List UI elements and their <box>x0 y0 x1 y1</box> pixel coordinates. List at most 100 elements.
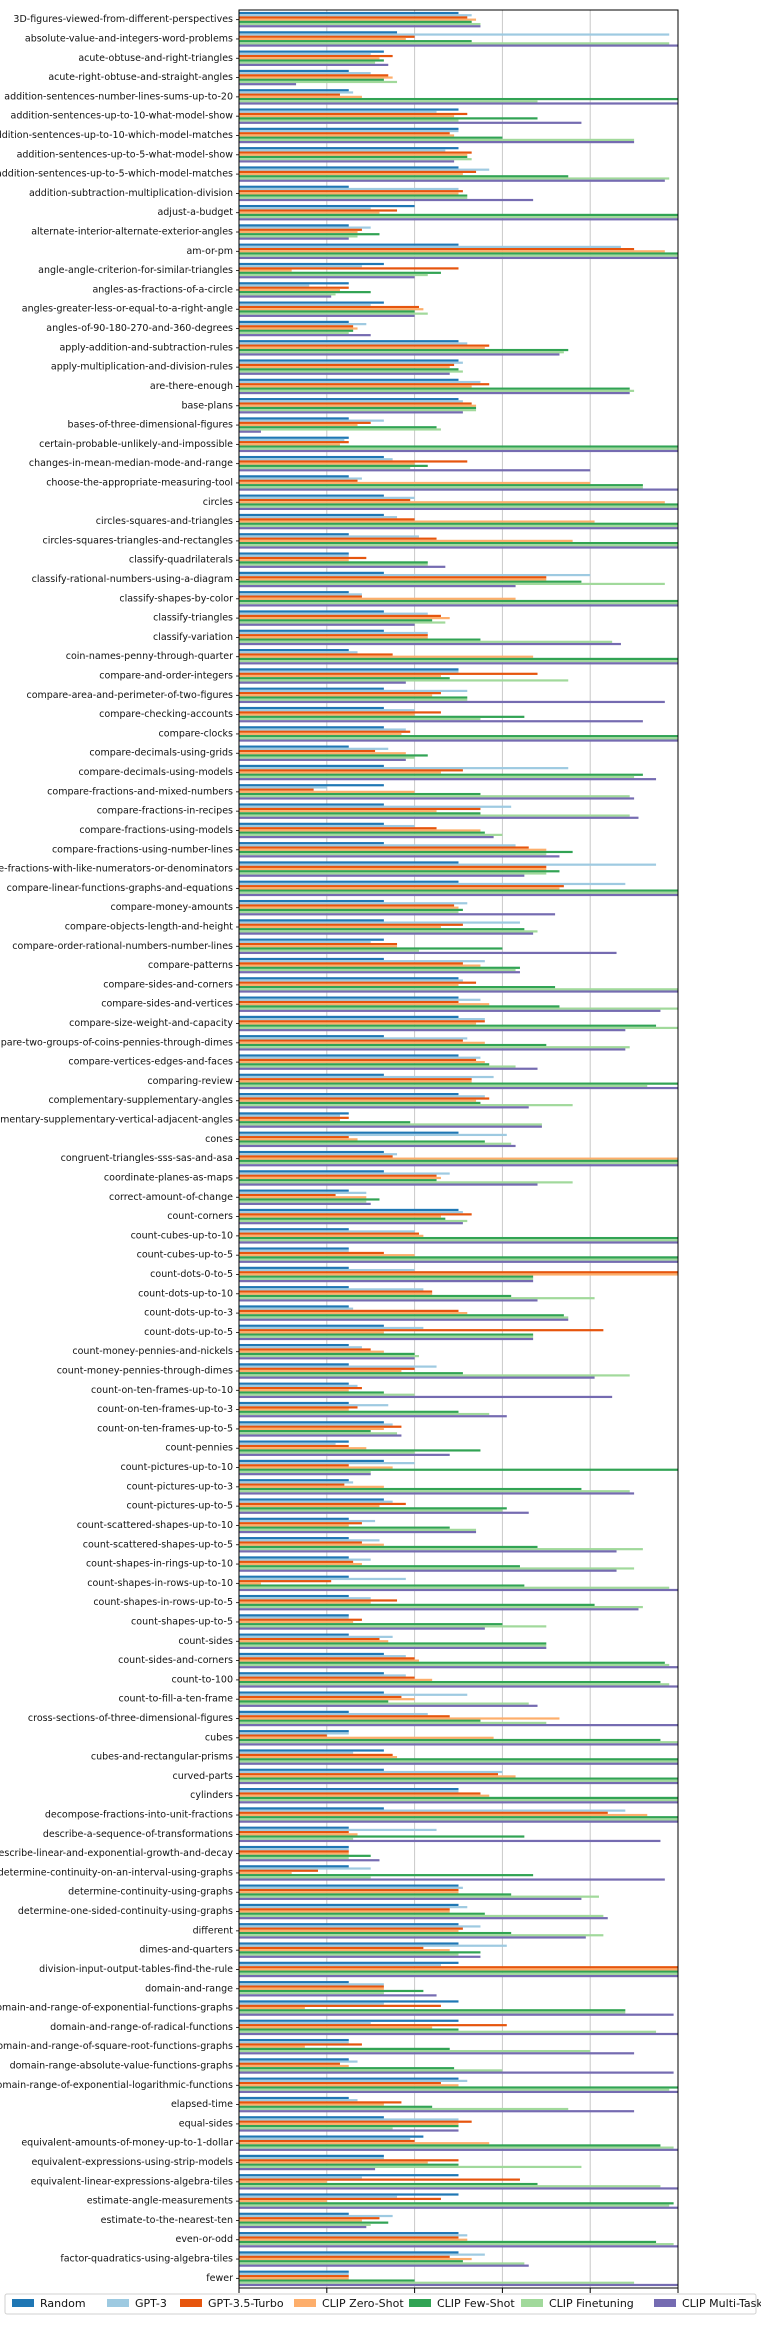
bar-21-gpt-3-5-turbo <box>239 402 472 405</box>
bar-4-clip-finetuning <box>239 80 398 84</box>
bar-82-clip-finetuning <box>239 1586 670 1589</box>
bar-78-gpt-3 <box>239 1500 393 1503</box>
bar-92-clip-zero-shot <box>239 1775 516 1778</box>
bar-33-clip-zero-shot <box>239 636 428 639</box>
bar-50-gpt-3 <box>239 960 485 963</box>
bar-25-clip-zero-shot <box>239 481 591 485</box>
bar-34-gpt-3-5-turbo <box>239 653 393 656</box>
category-label: equivalent-amounts-of-money-up-to-1-doll… <box>21 2138 233 2149</box>
bar-96-clip-zero-shot <box>239 1852 349 1855</box>
bar-34-random <box>239 648 349 652</box>
bar-108-gpt-3 <box>239 2079 468 2082</box>
bar-45-clip-few-shot <box>239 870 560 873</box>
category-label: count-shapes-in-rows-up-to-10 <box>87 1578 233 1589</box>
bar-112-clip-few-shot <box>239 2163 459 2166</box>
bar-60-random <box>239 1150 384 1154</box>
bar-101-gpt-3 <box>239 1944 507 1947</box>
bar-76-gpt-3-5-turbo <box>239 1464 349 1467</box>
legend-label: GPT-3.5-Turbo <box>208 2297 284 2310</box>
bar-88-gpt-3 <box>239 1693 468 1696</box>
bar-53-gpt-3-5-turbo <box>239 1020 485 1023</box>
bar-5-clip-finetuning <box>239 100 538 103</box>
bar-87-clip-few-shot <box>239 1680 661 1684</box>
category-label: cubes <box>205 1732 233 1743</box>
bar-42-random <box>239 803 384 806</box>
bar-46-clip-few-shot <box>239 889 678 892</box>
bar-117-clip-finetuning <box>239 2262 525 2265</box>
bar-105-gpt-3-5-turbo <box>239 2024 507 2027</box>
category-label: count-sides <box>178 1636 233 1647</box>
bar-46-clip-multi-task <box>239 893 678 897</box>
bar-52-clip-few-shot <box>239 1005 560 1008</box>
bar-40-gpt-3-5-turbo <box>239 769 463 772</box>
bar-12-gpt-3-5-turbo <box>239 228 362 231</box>
legend-swatch-clip-finetuning <box>521 2299 543 2307</box>
bar-17-clip-few-shot <box>239 329 354 332</box>
bar-51-random <box>239 977 459 980</box>
bar-83-gpt-3 <box>239 1597 371 1600</box>
bar-60-gpt-3-5-turbo <box>239 1155 393 1158</box>
bar-22-random <box>239 417 349 420</box>
bar-97-clip-zero-shot <box>239 1871 292 1875</box>
bar-41-clip-few-shot <box>239 792 481 796</box>
bar-28-clip-finetuning <box>239 544 678 547</box>
category-label: equal-sides <box>179 2118 233 2129</box>
bar-44-gpt-3 <box>239 844 516 847</box>
bar-30-random <box>239 571 384 574</box>
bar-2-gpt-3-5-turbo <box>239 35 415 38</box>
legend-label: CLIP Finetuning <box>549 2297 634 2310</box>
bar-74-clip-zero-shot <box>239 1427 384 1431</box>
bar-105-clip-zero-shot <box>239 2026 433 2029</box>
bar-22-clip-zero-shot <box>239 423 358 427</box>
bar-53-random <box>239 1015 459 1019</box>
category-label: count-to-fill-a-ten-frame <box>118 1694 233 1705</box>
category-label: addition-sentences-up-to-10-which-model-… <box>0 130 233 141</box>
bar-10-clip-zero-shot <box>239 192 459 195</box>
bar-37-clip-multi-task <box>239 720 643 723</box>
bar-3-clip-finetuning <box>239 61 376 64</box>
bar-101-clip-multi-task <box>239 1955 481 1958</box>
bar-86-clip-few-shot <box>239 1661 665 1664</box>
bar-46-random <box>239 880 459 883</box>
bar-33-clip-few-shot <box>239 638 481 641</box>
bar-50-random <box>239 957 384 961</box>
bar-28-random <box>239 533 349 536</box>
bar-14-clip-multi-task <box>239 276 415 279</box>
bar-108-random <box>239 2077 459 2080</box>
bar-98-clip-finetuning <box>239 1895 599 1898</box>
category-label: compare-and-order-integers <box>99 671 233 682</box>
bar-43-clip-multi-task <box>239 835 494 839</box>
category-label: count-scattered-shapes-up-to-10 <box>77 1520 233 1531</box>
bar-52-gpt-3-5-turbo <box>239 1000 459 1004</box>
bar-18-clip-multi-task <box>239 353 560 356</box>
bar-83-clip-few-shot <box>239 1603 595 1606</box>
bar-110-clip-few-shot <box>239 2125 459 2128</box>
bar-36-clip-zero-shot <box>239 694 433 697</box>
bar-28-clip-zero-shot <box>239 539 573 542</box>
bar-82-clip-zero-shot <box>239 1582 261 1585</box>
bar-5-clip-zero-shot <box>239 95 362 98</box>
bar-53-clip-multi-task <box>239 1029 626 1032</box>
bar-50-clip-few-shot <box>239 966 520 969</box>
bar-103-clip-multi-task <box>239 1994 437 1997</box>
bar-68-clip-few-shot <box>239 1314 564 1317</box>
bar-107-random <box>239 2058 349 2061</box>
bar-30-clip-few-shot <box>239 580 582 583</box>
bar-53-clip-zero-shot <box>239 1022 477 1025</box>
bar-100-clip-few-shot <box>239 1931 512 1935</box>
bar-100-clip-zero-shot <box>239 1929 459 1932</box>
bar-2-clip-zero-shot <box>239 37 406 41</box>
category-label: complementary-supplementary-vertical-adj… <box>0 1115 233 1126</box>
bar-88-clip-multi-task <box>239 1704 538 1707</box>
category-label: comparing-review <box>147 1076 233 1087</box>
bar-45-clip-multi-task <box>239 874 525 877</box>
bar-98-clip-few-shot <box>239 1893 512 1896</box>
bar-4-clip-multi-task <box>239 83 297 86</box>
category-label: dimes-and-quarters <box>139 1945 233 1956</box>
bar-30-gpt-3 <box>239 573 591 577</box>
bar-16-random <box>239 301 384 304</box>
bar-48-clip-zero-shot <box>239 925 441 929</box>
bar-69-clip-few-shot <box>239 1333 534 1336</box>
bar-84-clip-zero-shot <box>239 1620 354 1624</box>
bar-51-clip-zero-shot <box>239 983 459 987</box>
